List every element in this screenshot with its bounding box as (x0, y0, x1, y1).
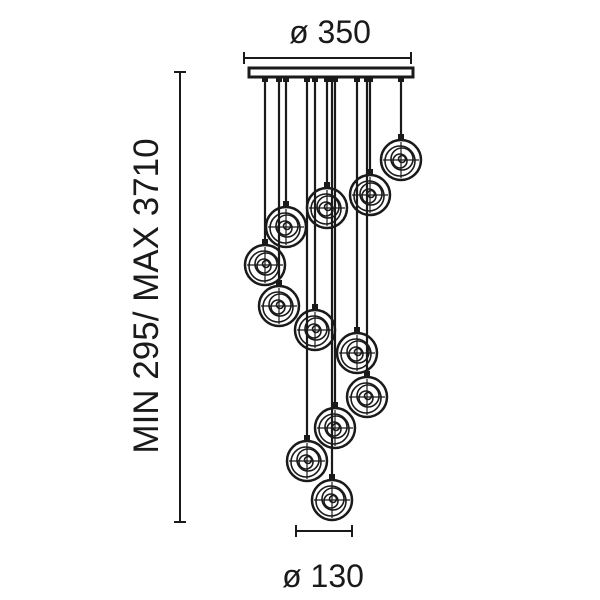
globe-cap (262, 239, 268, 246)
globe-ring (326, 421, 342, 437)
globe-ring (269, 212, 301, 244)
pendant-globe (345, 78, 389, 419)
canopy (247, 66, 415, 79)
pendant-globe (348, 78, 392, 217)
globe-ring (315, 485, 347, 517)
globe-ring (361, 188, 377, 204)
globe-dimension-line (295, 525, 353, 537)
globe-ring (318, 413, 350, 445)
globe-cap (398, 134, 404, 141)
globe-ring (290, 446, 322, 478)
globe-ring (384, 145, 416, 177)
globe-ring (316, 195, 340, 219)
globe-ring (324, 415, 348, 439)
globe-ring (262, 291, 294, 323)
pendants (243, 78, 423, 522)
height-dimension-line (174, 71, 186, 523)
height-range-label: MIN 295/ MAX 3710 (127, 138, 166, 453)
globe-ring (348, 346, 364, 362)
globe-ring (282, 221, 292, 231)
globe-ring (261, 259, 271, 269)
pendant-globe (379, 78, 423, 182)
globe-ring (321, 487, 345, 511)
globe-ring (296, 448, 320, 472)
globe-ring (356, 384, 380, 408)
globe-cap (367, 169, 373, 176)
globe-ring (310, 193, 342, 225)
globe-ring (363, 391, 373, 401)
pendant-globe (310, 78, 354, 522)
globe-ring (275, 214, 299, 238)
globe-ring (323, 493, 339, 509)
globe-ring (303, 455, 313, 465)
globe-ring (328, 494, 338, 504)
globe-cap (312, 304, 318, 311)
pendant-globe (243, 78, 287, 287)
globe-ring (275, 300, 285, 310)
globe-cap (354, 327, 360, 334)
globe-ring (346, 340, 370, 364)
globe-ring (390, 147, 414, 171)
globe-ring (270, 299, 286, 315)
pendant-globe (264, 78, 308, 249)
canopy-diameter-label: ø 350 (289, 14, 371, 50)
pendant-globe (313, 78, 357, 450)
globe-ring (353, 347, 363, 357)
globe-ring (392, 153, 408, 169)
canopy-dimension-line (243, 52, 412, 64)
globe-ring (397, 154, 407, 164)
globe-cap (276, 280, 282, 287)
globe-ring (358, 390, 374, 406)
globe-ring (340, 338, 372, 370)
globe-cap (364, 371, 370, 378)
globe-ring (304, 317, 328, 341)
globe-ring (256, 258, 272, 274)
globe-cap (283, 201, 289, 208)
globe-cap (304, 435, 310, 442)
globe-cap (329, 474, 335, 481)
pendant-globe (305, 78, 349, 230)
globe-ring (353, 180, 385, 212)
globe-ring (359, 182, 383, 206)
globe-ring (298, 315, 330, 347)
globe-ring (298, 454, 314, 470)
globe-cap (332, 402, 338, 409)
pendant-globe (293, 78, 337, 352)
globe-diameter-label: ø 130 (282, 558, 364, 594)
globe-cap (324, 182, 330, 189)
globe-ring (311, 324, 321, 334)
globe-ring (268, 293, 292, 317)
pendant-globe (285, 78, 329, 483)
pendant-globe (257, 78, 301, 328)
globe-ring (350, 382, 382, 414)
globe-ring (254, 252, 278, 276)
